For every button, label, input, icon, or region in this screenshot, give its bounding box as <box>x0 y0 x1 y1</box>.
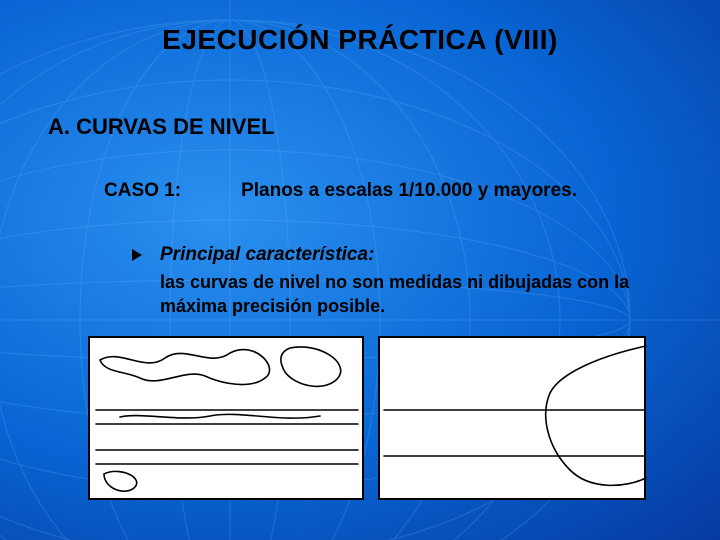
diagram-left <box>88 336 364 500</box>
case-row: CASO 1: Planos a escalas 1/10.000 y mayo… <box>104 180 680 202</box>
diagram-right-svg <box>380 338 648 502</box>
bullet-block: Principal característica: las curvas de … <box>130 244 660 319</box>
bullet-line: Principal característica: <box>130 244 660 266</box>
slide-title: EJECUCIÓN PRÁCTICA (VIII) <box>0 24 720 56</box>
case-description: Planos a escalas 1/10.000 y mayores. <box>241 180 577 202</box>
bullet-title: Principal característica: <box>160 244 374 266</box>
diagram-left-svg <box>90 338 366 502</box>
case-label: CASO 1: <box>104 180 181 202</box>
diagram-right <box>378 336 646 500</box>
slide: EJECUCIÓN PRÁCTICA (VIII) A. CURVAS DE N… <box>0 0 720 540</box>
chevron-icon <box>130 247 146 263</box>
section-heading: A. CURVAS DE NIVEL <box>48 114 275 140</box>
diagrams-row <box>88 336 646 500</box>
bullet-body: las curvas de nivel no son medidas ni di… <box>160 270 660 319</box>
